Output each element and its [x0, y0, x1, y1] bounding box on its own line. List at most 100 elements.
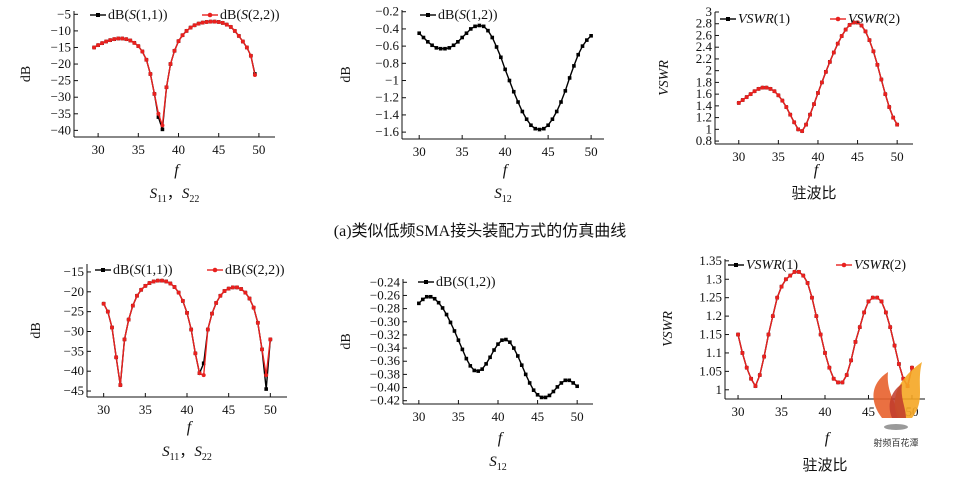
- data-point: [425, 40, 430, 44]
- y-tick-label: −0.8: [375, 55, 399, 70]
- data-point: [228, 24, 233, 29]
- data-point: [883, 310, 888, 315]
- chart-panel-1: −40−35−30−25−20−15−10−530 35 40 45 50dBfS11，…: [19, 6, 280, 205]
- caption-part: S: [194, 444, 202, 460]
- data-point: [468, 364, 473, 368]
- data-point: [909, 365, 914, 370]
- data-point: [208, 19, 213, 24]
- y-tick-label: −35: [51, 106, 71, 121]
- data-point: [180, 33, 185, 38]
- data-point: [160, 123, 165, 128]
- data-point: [512, 346, 516, 350]
- data-point: [768, 86, 773, 91]
- series-line: [103, 280, 271, 386]
- data-point: [434, 46, 439, 50]
- legend-label-part: VSWR: [854, 258, 890, 273]
- chart-panels: −40−35−30−25−20−15−10−530 35 40 45 50dBfS11，…: [19, 4, 925, 474]
- data-point: [147, 281, 152, 286]
- data-point: [456, 338, 461, 342]
- y-tick-label: −20: [64, 284, 84, 299]
- y-axis-label: dB: [19, 66, 34, 82]
- data-point: [472, 368, 477, 373]
- data-point: [122, 337, 127, 342]
- data-point: [180, 298, 185, 303]
- legend-label-part: (2): [884, 12, 901, 27]
- legend-label: VSWR(1): [738, 12, 790, 27]
- legend-entry: dB(S(1,2)): [420, 8, 498, 23]
- legend-marker: [726, 17, 730, 21]
- data-point: [235, 285, 239, 290]
- data-point: [855, 20, 860, 25]
- data-point: [421, 35, 426, 40]
- data-point: [580, 44, 585, 48]
- y-tick-label: 1.3: [706, 271, 722, 286]
- data-point: [796, 269, 801, 274]
- y-tick-label: 2.4: [696, 39, 713, 54]
- data-point: [260, 347, 264, 352]
- data-point: [139, 287, 144, 292]
- legend-label-part: (1,1)): [141, 263, 173, 278]
- data-point: [859, 23, 864, 28]
- data-point: [529, 123, 533, 128]
- y-tick-label: −0.42: [370, 393, 400, 408]
- data-point: [839, 34, 844, 39]
- data-point: [515, 354, 520, 358]
- data-point: [792, 269, 797, 274]
- data-point: [831, 50, 836, 55]
- data-point: [866, 299, 871, 304]
- data-point: [835, 41, 840, 46]
- x-axis-label: f: [503, 162, 510, 179]
- data-point: [492, 348, 496, 352]
- data-point: [547, 393, 552, 398]
- data-point: [440, 306, 445, 310]
- x-axis-label: f: [174, 162, 181, 179]
- series-1: [92, 19, 257, 132]
- data-point: [896, 362, 901, 366]
- y-tick-label: −40: [51, 122, 71, 137]
- data-point: [417, 31, 421, 36]
- x-tick-label: 45: [222, 402, 235, 417]
- y-tick-label: 1.2: [706, 308, 722, 323]
- data-point: [420, 297, 425, 302]
- x-tick-label: 40: [172, 142, 185, 157]
- panel-caption: S11，S22: [162, 444, 212, 463]
- data-point: [417, 301, 421, 306]
- data-point: [775, 295, 780, 300]
- data-point: [770, 314, 775, 319]
- data-point: [473, 24, 477, 29]
- chart-panel-2: −1.6 −1.4 −1.2 −1 −0.8 −0.6 −0.4 −0.2 30 35 40 45 50…: [339, 4, 604, 205]
- data-point: [428, 294, 433, 299]
- data-point: [200, 20, 205, 25]
- data-point: [736, 100, 741, 105]
- data-point: [879, 299, 884, 304]
- panel-caption: 驻波比: [802, 457, 847, 474]
- data-point: [224, 22, 229, 27]
- data-point: [264, 373, 269, 378]
- data-point: [486, 28, 490, 33]
- x-tick-label: 35: [456, 144, 469, 159]
- data-point: [875, 62, 880, 67]
- x-tick-label: 50: [264, 402, 277, 417]
- data-point: [430, 43, 434, 48]
- data-point: [576, 52, 581, 57]
- section-caption-group: (a)类似低频SMA接头装配方式的仿真曲线: [334, 222, 626, 240]
- data-point: [503, 67, 507, 72]
- data-point: [188, 25, 193, 30]
- data-point: [120, 36, 125, 41]
- y-tick-label: −10: [51, 23, 71, 38]
- x-axis-label: f: [825, 430, 832, 447]
- data-point: [508, 340, 512, 344]
- data-point: [92, 45, 97, 50]
- data-point: [776, 93, 781, 98]
- data-point: [744, 95, 749, 100]
- legend-marker: [212, 267, 218, 273]
- x-tick-label: 40: [492, 409, 505, 424]
- series-1: [417, 23, 593, 132]
- series-line: [418, 296, 578, 399]
- legend-label-part: (2): [890, 258, 907, 273]
- legend-entry: dB(S(1,1)): [90, 8, 168, 23]
- x-tick-label: 45: [862, 404, 875, 419]
- data-point: [844, 373, 849, 378]
- data-point: [444, 312, 449, 317]
- y-tick-label: −25: [64, 304, 84, 319]
